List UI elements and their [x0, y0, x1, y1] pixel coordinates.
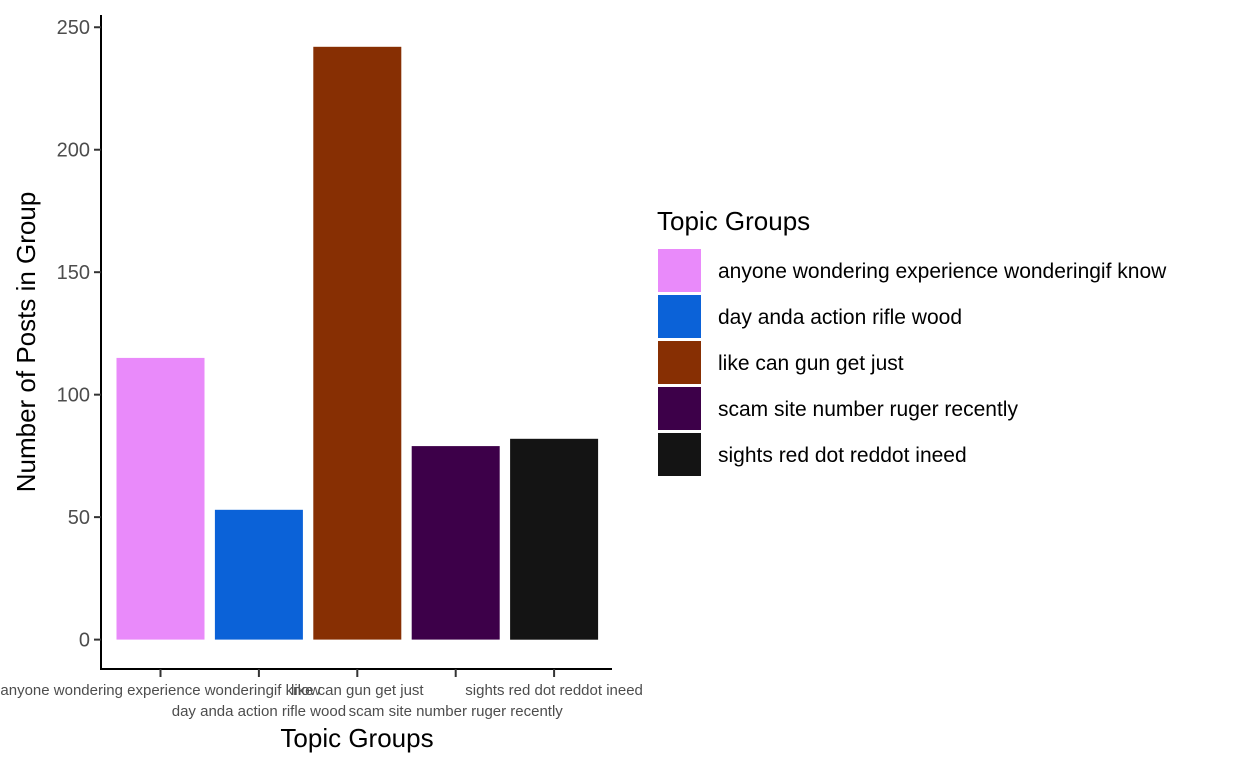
- x-ticks: anyone wondering experience wonderingif …: [0, 669, 643, 720]
- bar-0: [116, 357, 205, 640]
- legend-key-2: [658, 341, 701, 384]
- legend-key-1: [658, 295, 701, 338]
- x-tick-label: scam site number ruger recently: [349, 703, 564, 720]
- legend-label-4: sights red dot reddot ineed: [718, 444, 967, 467]
- bars: [116, 46, 599, 640]
- x-tick-label: sights red dot reddot ineed: [465, 682, 643, 699]
- legend-entries: anyone wondering experience wonderingif …: [658, 249, 1167, 476]
- y-tick-label: 0: [79, 630, 90, 652]
- y-tick-label: 100: [57, 385, 90, 407]
- x-tick-label: day anda action rifle wood: [172, 703, 346, 720]
- y-tick-label: 200: [57, 140, 90, 162]
- bar-4: [510, 438, 599, 640]
- legend-label-0: anyone wondering experience wonderingif …: [718, 260, 1167, 283]
- bar-3: [411, 446, 500, 640]
- bar-1: [214, 509, 303, 640]
- legend: Topic Groups anyone wondering experience…: [657, 206, 1167, 476]
- x-tick-label: like can gun get just: [291, 682, 424, 699]
- x-tick-label: anyone wondering experience wonderingif …: [0, 682, 320, 699]
- bar-2: [313, 46, 402, 640]
- legend-key-4: [658, 433, 701, 476]
- legend-label-3: scam site number ruger recently: [718, 398, 1018, 421]
- y-axis-title: Number of Posts in Group: [11, 192, 41, 493]
- legend-key-3: [658, 387, 701, 430]
- y-tick-label: 150: [57, 262, 90, 284]
- x-axis-title: Topic Groups: [280, 723, 433, 753]
- legend-title: Topic Groups: [657, 206, 810, 236]
- legend-key-0: [658, 249, 701, 292]
- y-tick-label: 250: [57, 17, 90, 39]
- legend-label-2: like can gun get just: [718, 352, 904, 375]
- axes: [100, 15, 612, 670]
- legend-label-1: day anda action rifle wood: [718, 306, 962, 329]
- y-ticks: 0 50 100 150 200 250: [57, 17, 101, 652]
- y-tick-label: 50: [68, 507, 90, 529]
